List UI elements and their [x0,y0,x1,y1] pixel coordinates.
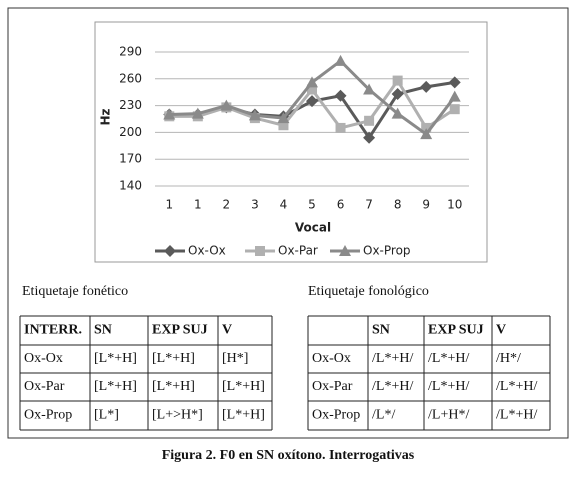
data-point [163,108,176,120]
table-cell: /L*+H/ [372,379,413,394]
data-point [363,131,376,144]
legend-marker [339,245,351,256]
table-cell: [L*] [94,408,119,423]
table-cell: Ox-Par [24,379,65,394]
legend-label: Ox-Prop [363,244,411,258]
table-cell: /L*/ [372,408,395,423]
y-tick-label: 230 [119,98,142,112]
x-tick-label: 3 [251,198,259,212]
x-tick-label: 9 [422,198,430,212]
data-point [449,104,460,115]
table-cell: Ox-Prop [24,408,72,423]
table-cell: /H*/ [496,351,521,366]
x-tick-label: 5 [308,198,316,212]
x-tick-label: 10 [447,198,462,212]
data-point [363,83,376,95]
table-cell: [L*+H] [222,408,265,423]
x-axis-title: Vocal [295,221,331,235]
x-tick-label: 4 [280,198,288,212]
table-title: Etiquetaje fonológico [308,284,429,299]
table-header: V [222,323,232,338]
data-point [392,75,403,86]
x-tick-label: 2 [223,198,231,212]
legend-marker [255,246,265,256]
table-header: INTERR. [24,323,82,338]
legend-marker [164,245,176,257]
table-cell: [L+>H*] [152,408,203,423]
data-point [278,120,289,131]
table-header: SN [94,323,112,338]
data-point [448,76,461,89]
y-tick-label: 140 [119,179,142,193]
data-point [306,95,318,108]
x-tick-label: 1 [194,198,202,212]
data-point [334,89,347,102]
table-title: Etiquetaje fonético [22,284,128,299]
x-tick-label: 6 [337,198,345,212]
legend-label: Ox-Par [278,244,318,258]
chart-frame [94,21,488,263]
table-header: EXP SUJ [152,323,208,338]
table-cell: [L*+H] [152,351,195,366]
data-point [391,107,404,119]
data-point [248,109,261,121]
data-point [391,87,404,100]
table-cell: [L*+H] [94,351,137,366]
x-tick-label: 1 [165,198,173,212]
y-tick-label: 200 [119,125,142,139]
data-point [421,122,432,133]
data-point [364,115,375,126]
caption: Figura 2. F0 en SN oxítono. Interrogativ… [162,448,415,463]
table-cell: /L*+H/ [428,379,469,394]
table-header: SN [372,323,390,338]
data-point [307,84,317,95]
x-tick-label: 7 [365,198,373,212]
y-tick-label: 290 [119,45,142,59]
data-point [334,54,347,66]
data-point [335,122,346,133]
y-tick-label: 260 [119,71,142,85]
data-point [306,76,318,88]
x-tick-label: 8 [394,198,402,212]
table-header: V [496,323,506,338]
table-cell: [L*+H] [152,379,195,394]
table-cell: Ox-Ox [24,351,63,366]
table-cell: Ox-Prop [312,408,360,423]
data-point [220,99,233,111]
data-point [191,107,204,119]
table-cell: [L*+H] [222,379,265,394]
data-point [448,90,461,102]
figure-frame [7,7,569,439]
y-axis-title: Hz [99,108,113,125]
y-tick-label: 170 [119,152,142,166]
table-cell: /L*+H/ [496,379,537,394]
table-cell: Ox-Par [312,379,353,394]
table-cell: /L*+H/ [372,351,413,366]
legend-label: Ox-Ox [188,244,226,258]
table-cell: /L*+H/ [428,351,469,366]
table-cell: Ox-Ox [312,351,351,366]
data-point [420,80,433,93]
data-point [277,112,290,124]
table-cell: /L*+H/ [496,408,537,423]
table-cell: /L+H*/ [428,408,469,423]
table-cell: [L*+H] [94,379,137,394]
table-header: EXP SUJ [428,323,484,338]
table-cell: [H*] [222,351,248,366]
data-point [420,128,433,140]
